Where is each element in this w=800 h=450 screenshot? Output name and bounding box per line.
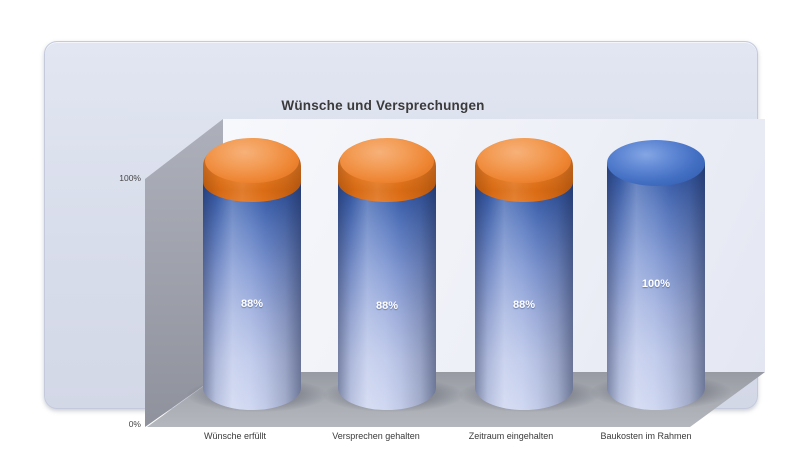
blue-cylinder-top-face <box>607 140 705 186</box>
value-label: 88% <box>512 299 536 311</box>
cylinder-bar-zeitraum-eingehalten <box>475 182 573 410</box>
category-label: Zeitraum eingehalten <box>468 431 554 441</box>
value-label: 100% <box>641 278 671 290</box>
cylinder-bar-wuensche-erfuellt <box>203 182 301 410</box>
chart-panel: Wünsche und Versprechungen 100% 0% 88% 8… <box>44 41 765 441</box>
orange-cap-top-face <box>340 139 434 183</box>
cylinder-bar-versprechen-gehalten <box>338 182 436 410</box>
y-axis-tick-100: 100% <box>119 173 141 183</box>
y-axis-tick-0: 0% <box>128 419 141 429</box>
orange-cap-top-face <box>205 139 299 183</box>
category-label: Versprechen gehalten <box>332 431 420 441</box>
category-label: Baukosten im Rahmen <box>600 431 692 441</box>
category-label: Wünsche erfüllt <box>203 431 267 441</box>
cylinder-bar-baukosten-im-rahmen <box>607 163 705 410</box>
orange-cap-top-face <box>477 139 571 183</box>
chart-title: Wünsche und Versprechungen <box>281 98 485 113</box>
value-label: 88% <box>375 300 399 312</box>
value-label: 88% <box>240 298 264 310</box>
